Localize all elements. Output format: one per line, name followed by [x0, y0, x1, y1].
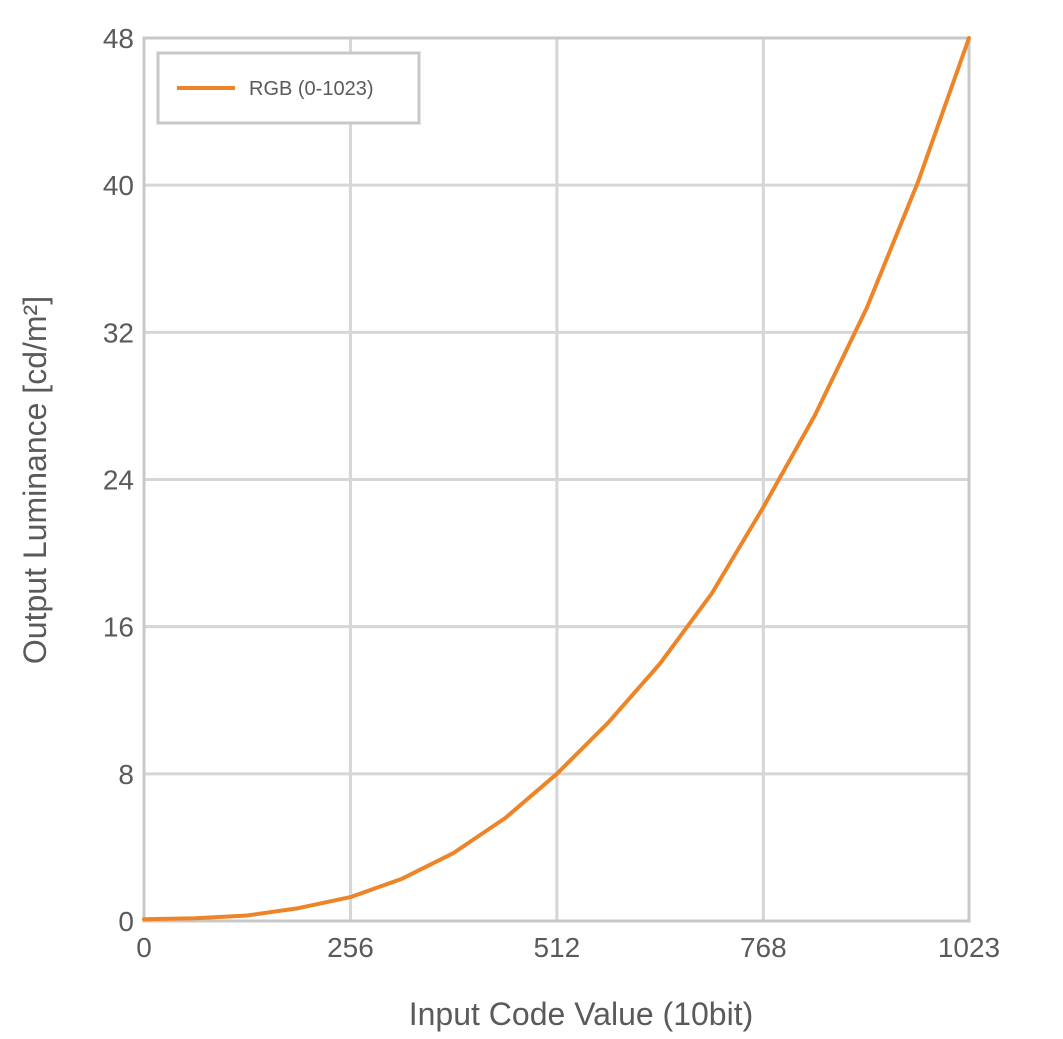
- y-tick-label: 16: [103, 612, 134, 643]
- grid: [144, 38, 969, 921]
- y-axis-ticks: 0 8 16 24 32 40 48: [103, 23, 134, 937]
- y-tick-label: 48: [103, 23, 134, 54]
- y-tick-label: 24: [103, 465, 134, 496]
- x-axis-ticks: 0 256 512 768 1023: [136, 932, 1000, 963]
- y-tick-label: 32: [103, 317, 134, 348]
- y-tick-label: 8: [118, 759, 134, 790]
- y-tick-label: 0: [118, 906, 134, 937]
- y-tick-label: 40: [103, 170, 134, 201]
- x-tick-label: 1023: [938, 932, 1000, 963]
- legend-label: RGB (0-1023): [249, 78, 374, 100]
- x-tick-label: 768: [740, 932, 787, 963]
- x-tick-label: 256: [327, 932, 374, 963]
- legend: RGB (0-1023): [156, 51, 421, 125]
- series-layer: [142, 36, 971, 922]
- x-tick-label: 512: [534, 932, 581, 963]
- series-line: [142, 36, 971, 922]
- x-axis-label: Input Code Value (10bit): [409, 996, 754, 1032]
- plot-frame: [142, 36, 971, 923]
- x-tick-label: 0: [136, 932, 152, 963]
- y-axis-label: Output Luminance [cd/m²]: [17, 296, 53, 664]
